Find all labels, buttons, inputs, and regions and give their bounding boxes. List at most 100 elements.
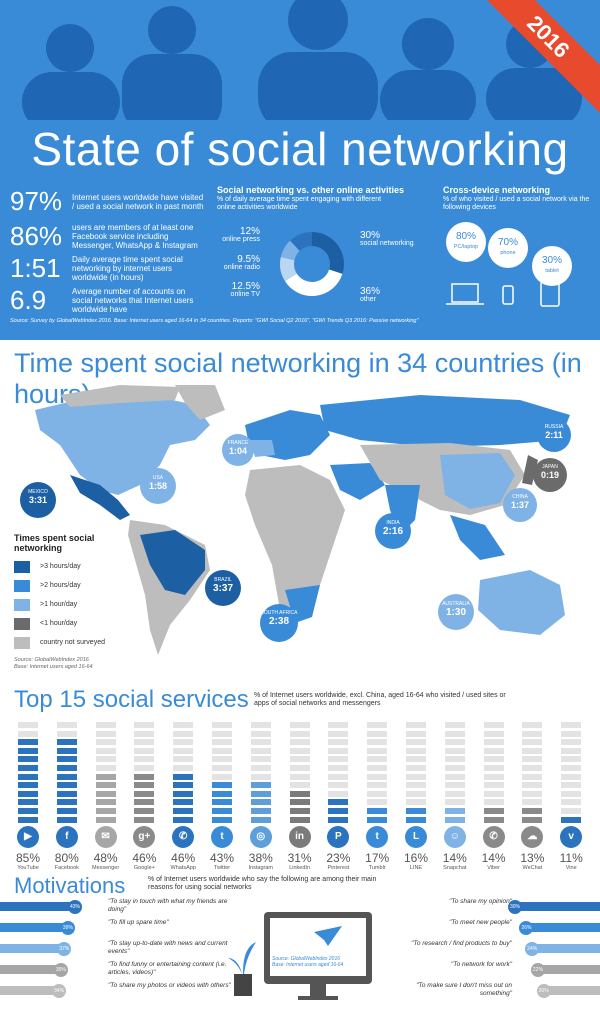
- bar-segment: [173, 722, 194, 728]
- stat-row: 97% Internet users worldwide have visite…: [10, 186, 207, 217]
- bar-segment: [250, 747, 271, 754]
- bar-segment: [328, 790, 349, 797]
- bar-segment: [212, 816, 232, 823]
- service-name: Facebook: [54, 864, 79, 871]
- service-bar: [282, 722, 318, 823]
- service-column: ◎ 38% Instagram: [243, 722, 279, 871]
- bar-segment: [18, 816, 38, 823]
- stat-text: users are members of at least one Facebo…: [72, 223, 198, 250]
- service-name: Messenger: [91, 864, 120, 871]
- bar-segment: [18, 790, 38, 797]
- service-column: ✆ 46% WhatsApp: [165, 722, 201, 871]
- service-column: in 31% LinkedIn: [282, 722, 318, 871]
- bar-segment: [561, 722, 582, 728]
- bar-segment: [212, 730, 232, 737]
- motivation-text: "To network for work": [450, 961, 512, 968]
- service-column: g+ 46% Google+: [126, 722, 162, 871]
- bar-segment: [212, 799, 232, 806]
- motivation-percent: 35%: [53, 963, 68, 977]
- laptop-icon: [451, 283, 479, 303]
- bar-segment: [212, 739, 232, 746]
- bar-segment: [212, 790, 232, 797]
- bar-segment: [444, 807, 465, 814]
- bar-segment: [95, 764, 116, 771]
- service-name: WeChat: [522, 864, 543, 871]
- service-column: t 43% Twitter: [204, 722, 240, 871]
- stat-text: Daily average time spent social networki…: [72, 255, 183, 282]
- motivation-text: "To research / find products to buy": [411, 940, 512, 947]
- bar-segment: [522, 739, 543, 746]
- bar-segment: [444, 782, 465, 789]
- bar-segment: [367, 764, 388, 771]
- motivation-bar: [0, 986, 61, 995]
- map-pin-australia: AUSTRALIA 1:30: [438, 594, 474, 630]
- bar-segment: [328, 799, 349, 806]
- service-column: ☁ 13% WeChat: [514, 722, 550, 871]
- service-percent: 46%: [132, 850, 157, 865]
- legend-item: >2 hours/day: [14, 576, 105, 595]
- bar-segment: [561, 790, 582, 797]
- bar-segment: [289, 747, 310, 754]
- world-map: [35, 385, 570, 655]
- bar-segment: [328, 747, 349, 754]
- plant-icon: [228, 942, 256, 996]
- motivation-bar: [0, 944, 66, 953]
- bar-segment: [561, 764, 582, 771]
- service-percent: 85%: [15, 850, 41, 865]
- legend-item: <1 hour/day: [14, 614, 105, 633]
- bar-segment: [134, 799, 155, 806]
- bar-segment: [289, 807, 310, 814]
- bar-segment: [367, 807, 388, 814]
- bar-segment: [289, 756, 310, 763]
- bar-segment: [289, 722, 310, 728]
- service-percent: 14%: [481, 850, 506, 865]
- motivation-text: "To stay in touch with what my friends a…: [108, 898, 228, 913]
- service-name: Instagram: [248, 864, 274, 871]
- stat-value: 86%: [10, 221, 63, 251]
- bar-segment: [444, 790, 465, 797]
- motivation-bar: [536, 965, 600, 974]
- activities-donut-chart: [280, 232, 344, 296]
- service-name: YouTube: [17, 864, 39, 871]
- service-column: ☺ 14% Snapchat: [437, 722, 473, 871]
- viber-icon: ✆: [482, 825, 505, 848]
- service-column: v 11% Vine: [553, 722, 589, 871]
- motivation-text: "To fill up spare time": [108, 919, 169, 926]
- bar-segment: [18, 747, 38, 754]
- service-bar: [359, 722, 395, 823]
- bar-segment: [561, 782, 582, 789]
- snapchat-icon: ☺: [443, 825, 466, 848]
- bar-segment: [328, 807, 349, 814]
- service-percent: 23%: [326, 850, 351, 865]
- legend-title: Times spent social networking: [14, 533, 95, 553]
- service-bar: [398, 722, 434, 823]
- bar-segment: [95, 747, 116, 754]
- bar-segment: [56, 773, 77, 780]
- bar-segment: [561, 799, 582, 806]
- linkedin-icon: in: [288, 825, 311, 848]
- motivation-text: "To share my opinion": [449, 898, 512, 905]
- motivation-bar: [0, 965, 62, 974]
- service-percent: 17%: [365, 850, 390, 865]
- bar-segment: [328, 816, 349, 823]
- service-name: Tumblr: [368, 864, 386, 871]
- device-stat-tablet: 30% tablet: [532, 246, 572, 286]
- service-bar: [514, 722, 550, 823]
- service-bar: [553, 722, 589, 823]
- bar-segment: [250, 739, 271, 746]
- bar-segment: [483, 790, 504, 797]
- bar-segment: [173, 730, 194, 737]
- motivations-title: Motivations: [14, 873, 126, 898]
- motivation-percent: 30%: [508, 900, 522, 914]
- bar-segment: [134, 730, 155, 737]
- motivation-percent: 34%: [52, 984, 67, 998]
- bar-segment: [289, 764, 310, 771]
- facebook-icon: f: [55, 825, 78, 848]
- bar-segment: [561, 807, 582, 814]
- bar-segment: [134, 782, 155, 789]
- bar-segment: [56, 756, 77, 763]
- bar-segment: [444, 747, 465, 754]
- bar-segment: [173, 799, 194, 806]
- bar-segment: [18, 782, 38, 789]
- service-bar: [165, 722, 201, 823]
